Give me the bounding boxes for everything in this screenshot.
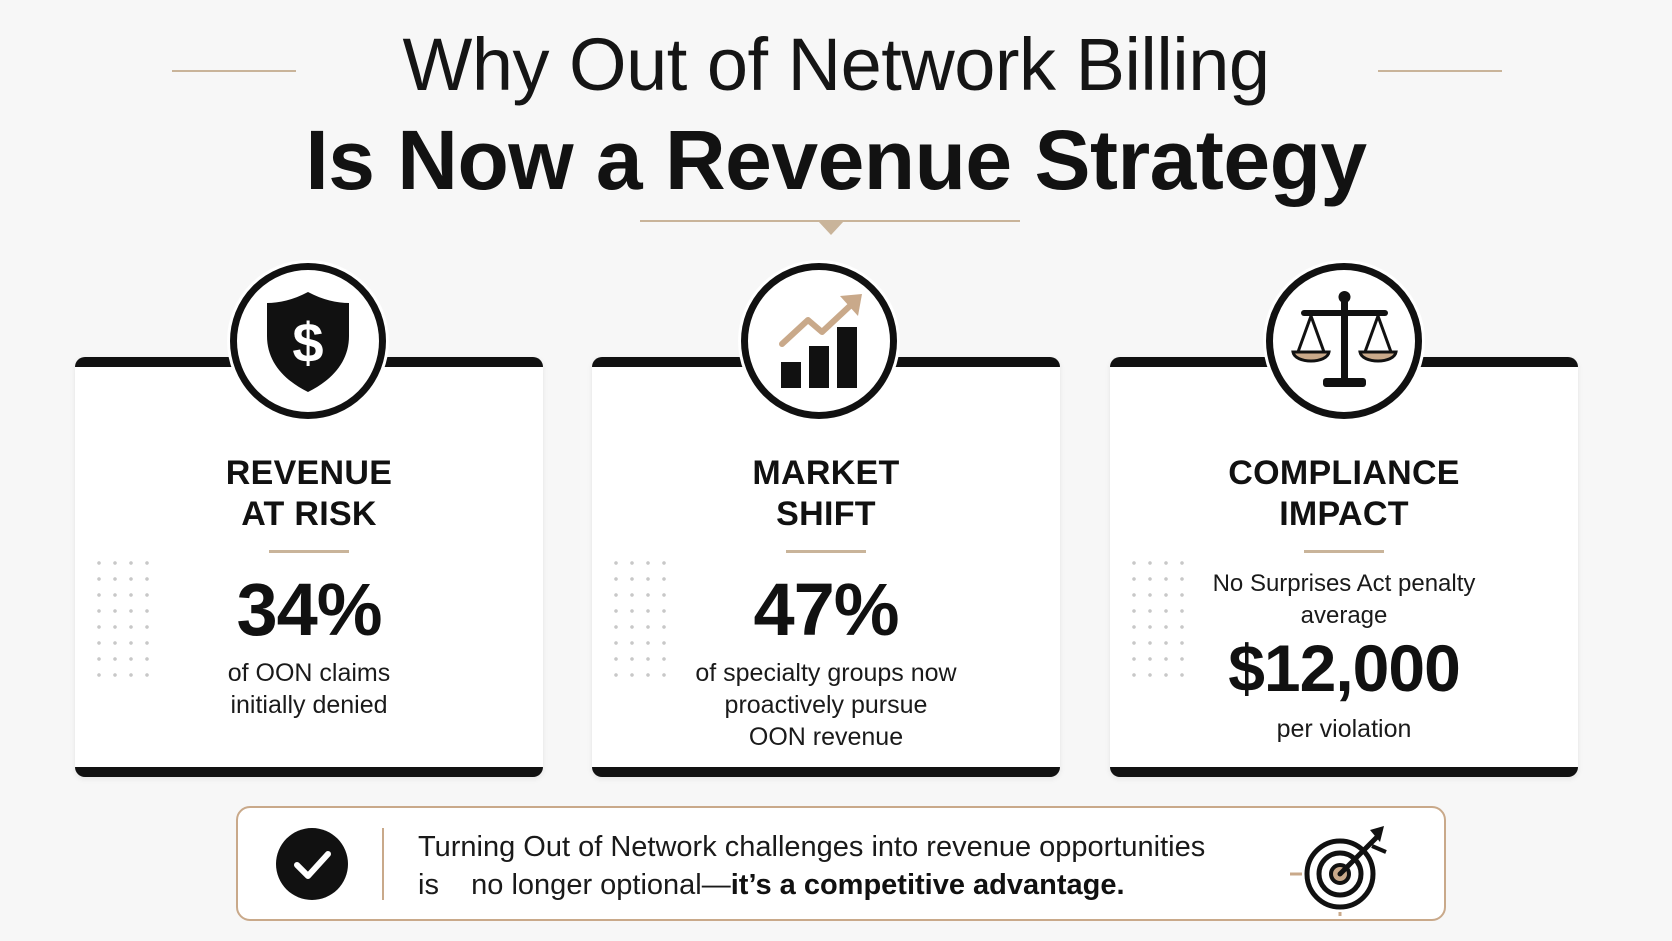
card-title: REVENUE AT RISK xyxy=(75,453,543,535)
card-description-line2: proactively pursue xyxy=(724,691,928,719)
card-divider xyxy=(269,550,349,553)
title-rule-left xyxy=(172,70,296,72)
banner-message: Turning Out of Network challenges into r… xyxy=(418,828,1278,904)
card-title-line1: COMPLIANCE xyxy=(1228,454,1460,492)
banner-divider xyxy=(382,828,384,900)
card-title-line2: IMPACT xyxy=(1279,495,1409,533)
card-title: COMPLIANCE IMPACT xyxy=(1110,453,1578,535)
card-description-line1: of specialty groups now xyxy=(695,659,957,687)
card-divider xyxy=(786,550,866,553)
card-divider xyxy=(1304,550,1384,553)
title-divider-caret xyxy=(818,221,844,235)
card-pre-description: No Surprises Act penalty average xyxy=(1110,568,1578,632)
banner-line2: is no longer optional—it’s a competitive… xyxy=(418,866,1278,904)
banner-line1: Turning Out of Network challenges into r… xyxy=(418,831,1206,863)
decorative-dots xyxy=(608,555,672,685)
page-title-line1: Why Out of Network Billing xyxy=(402,23,1270,106)
conclusion-banner: Turning Out of Network challenges into r… xyxy=(236,806,1446,921)
checkmark-icon xyxy=(276,828,348,900)
card-title-line1: REVENUE xyxy=(225,454,393,492)
banner-line2-regular: is no longer optional— xyxy=(418,869,731,901)
card-pre-description-line1: No Surprises Act penalty xyxy=(1212,570,1476,597)
shield-dollar-icon: $ xyxy=(230,263,386,419)
card-title-line2: AT RISK xyxy=(241,495,377,533)
card-description-line1: of OON claims xyxy=(227,659,391,687)
decorative-dots xyxy=(91,555,155,685)
card-compliance-impact: COMPLIANCE IMPACT No Surprises Act penal… xyxy=(1110,357,1578,777)
card-description: per violation xyxy=(1110,713,1578,745)
decorative-dots xyxy=(1126,555,1190,685)
card-description-line1: per violation xyxy=(1276,715,1412,743)
card-title-line2: SHIFT xyxy=(776,495,876,533)
target-arrow-icon xyxy=(1290,826,1387,916)
scales-icon xyxy=(1266,263,1422,419)
card-stat: $12,000 xyxy=(1228,631,1461,705)
title-rule-right xyxy=(1378,70,1502,72)
card-stat: 34% xyxy=(236,568,382,651)
card-stat: 47% xyxy=(753,568,899,651)
card-pre-description-line2: average xyxy=(1300,602,1388,629)
page-title-line2: Is Now a Revenue Strategy xyxy=(305,113,1367,207)
card-description-line2: initially denied xyxy=(230,691,388,719)
card-description: of OON claims initially denied xyxy=(75,657,543,721)
card-description-line3: OON revenue xyxy=(748,723,904,751)
card-revenue-at-risk: REVENUE AT RISK 34% of OON claims initia… xyxy=(75,357,543,777)
card-title: MARKET SHIFT xyxy=(592,453,1060,535)
svg-text:$: $ xyxy=(292,311,323,374)
card-title-line1: MARKET xyxy=(752,454,900,492)
card-market-shift: MARKET SHIFT 47% of specialty groups now… xyxy=(592,357,1060,777)
card-description: of specialty groups now proactively purs… xyxy=(592,657,1060,753)
growth-chart-icon xyxy=(741,263,897,419)
banner-line2-bold: it’s a competitive advantage. xyxy=(730,869,1125,901)
